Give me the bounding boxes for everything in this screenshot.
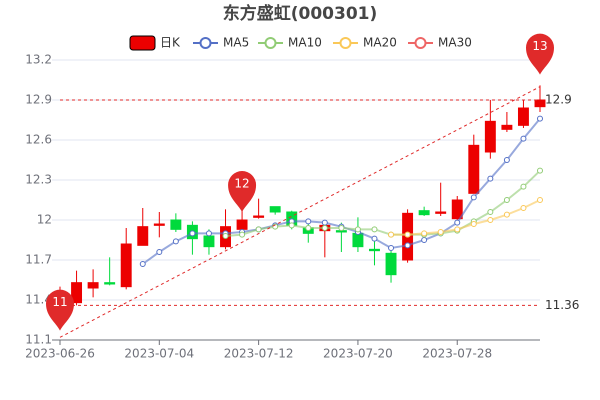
mark-line-label: 11.36 — [545, 298, 579, 312]
ma-point — [520, 205, 527, 211]
y-tick-label: 12.9 — [25, 93, 52, 107]
candle-body — [369, 248, 380, 252]
ma-point — [537, 167, 543, 174]
ma-point — [388, 245, 395, 251]
candle-body — [418, 210, 430, 216]
plot-area: 11.1 11.4 11.7 12 12.3 12.6 12.9 13.2 2023-06-26… — [25, 33, 579, 361]
ma-point — [239, 231, 246, 238]
x-tick-label: 2023-07-28 — [422, 347, 492, 361]
ma-point — [338, 225, 345, 231]
legend-label: MA10 — [288, 36, 322, 50]
candle-body — [253, 215, 265, 218]
y-tick-label: 11.1 — [25, 333, 52, 347]
legend-label: 日K — [160, 36, 181, 50]
candle-body — [468, 144, 480, 194]
ma-point — [454, 219, 461, 226]
ma-point — [470, 194, 477, 201]
ma-point — [487, 209, 494, 215]
ma-point — [503, 157, 510, 163]
ma-point — [156, 249, 163, 255]
candle-body — [269, 206, 281, 213]
legend-label: MA30 — [438, 36, 472, 50]
legend-icon — [129, 35, 156, 51]
legend-icon — [339, 37, 352, 49]
candle-body — [501, 124, 513, 130]
candle-body — [104, 282, 116, 285]
ma-line — [391, 199, 541, 236]
ma-point — [222, 233, 229, 239]
ma-point — [388, 231, 395, 238]
ma-point — [404, 231, 411, 238]
legend-label: MA5 — [223, 36, 249, 50]
trend-line — [59, 86, 541, 338]
ma-point — [520, 135, 527, 142]
candle-body — [352, 232, 364, 248]
legend-icon — [199, 37, 212, 49]
ma-point — [371, 235, 378, 242]
chart-title: 东方盛虹(000301) — [223, 3, 378, 24]
y-tick-label: 12 — [37, 213, 52, 227]
candle-body — [71, 282, 83, 304]
ma-point — [255, 226, 262, 233]
legend-icon — [264, 37, 277, 49]
candle-body — [517, 107, 529, 126]
ma-point — [172, 238, 179, 245]
ma-point — [520, 183, 527, 190]
candle-body — [484, 120, 496, 153]
candle-body — [236, 219, 248, 230]
mark-pin-label: 11 — [52, 295, 67, 309]
ma-point — [205, 230, 212, 237]
ma-point — [321, 225, 328, 231]
y-tick-label: 12.6 — [25, 133, 52, 147]
y-tick-label: 12.3 — [25, 173, 52, 187]
x-tick-label: 2023-06-26 — [25, 347, 95, 361]
mark-line-label: 12.9 — [545, 93, 572, 107]
ma-point — [503, 197, 510, 203]
mark-pin-label: 13 — [532, 39, 547, 53]
ma-point — [139, 261, 146, 267]
ma-point — [421, 237, 428, 243]
legend-label: MA20 — [363, 36, 397, 50]
candle-body — [153, 223, 165, 226]
ma-point — [454, 226, 461, 233]
ma-point — [305, 225, 312, 231]
ma-point — [487, 217, 494, 223]
candle-body — [534, 99, 546, 108]
ma-point — [189, 230, 196, 237]
legend-icon — [414, 37, 427, 49]
y-tick-label: 11.4 — [25, 293, 52, 307]
candle-body — [137, 226, 149, 246]
ma-point — [288, 222, 295, 229]
mark-pin — [228, 171, 257, 212]
x-tick-label: 2023-07-20 — [323, 347, 393, 361]
ma-point — [487, 175, 494, 182]
candle-body — [120, 243, 132, 288]
ma-point — [404, 242, 411, 249]
ma-point — [354, 226, 361, 233]
candle-body — [203, 235, 215, 248]
ma-point — [470, 221, 477, 227]
candle-body — [170, 219, 182, 230]
ma-point — [371, 226, 378, 233]
x-tick-label: 2023-07-04 — [124, 347, 194, 361]
ma-point — [537, 115, 543, 122]
ma-point — [421, 230, 428, 237]
ma-point — [305, 218, 312, 225]
ma-point — [437, 229, 444, 235]
legend: 日K MA5 MA10 MA20 MA30 — [129, 35, 472, 51]
mark-pin-label: 12 — [234, 177, 249, 191]
x-tick-label: 2023-07-12 — [224, 347, 294, 361]
ma-point — [503, 211, 510, 218]
mark-pin — [46, 289, 74, 331]
y-tick-label: 13.2 — [25, 53, 52, 67]
candle-body — [385, 252, 397, 276]
ma-point — [537, 197, 543, 203]
y-tick-label: 11.7 — [25, 253, 52, 267]
candle-body — [435, 211, 447, 214]
candle-body — [87, 282, 99, 289]
ma-point — [321, 219, 328, 226]
candle-body — [451, 199, 463, 220]
mark-pin — [526, 33, 554, 75]
